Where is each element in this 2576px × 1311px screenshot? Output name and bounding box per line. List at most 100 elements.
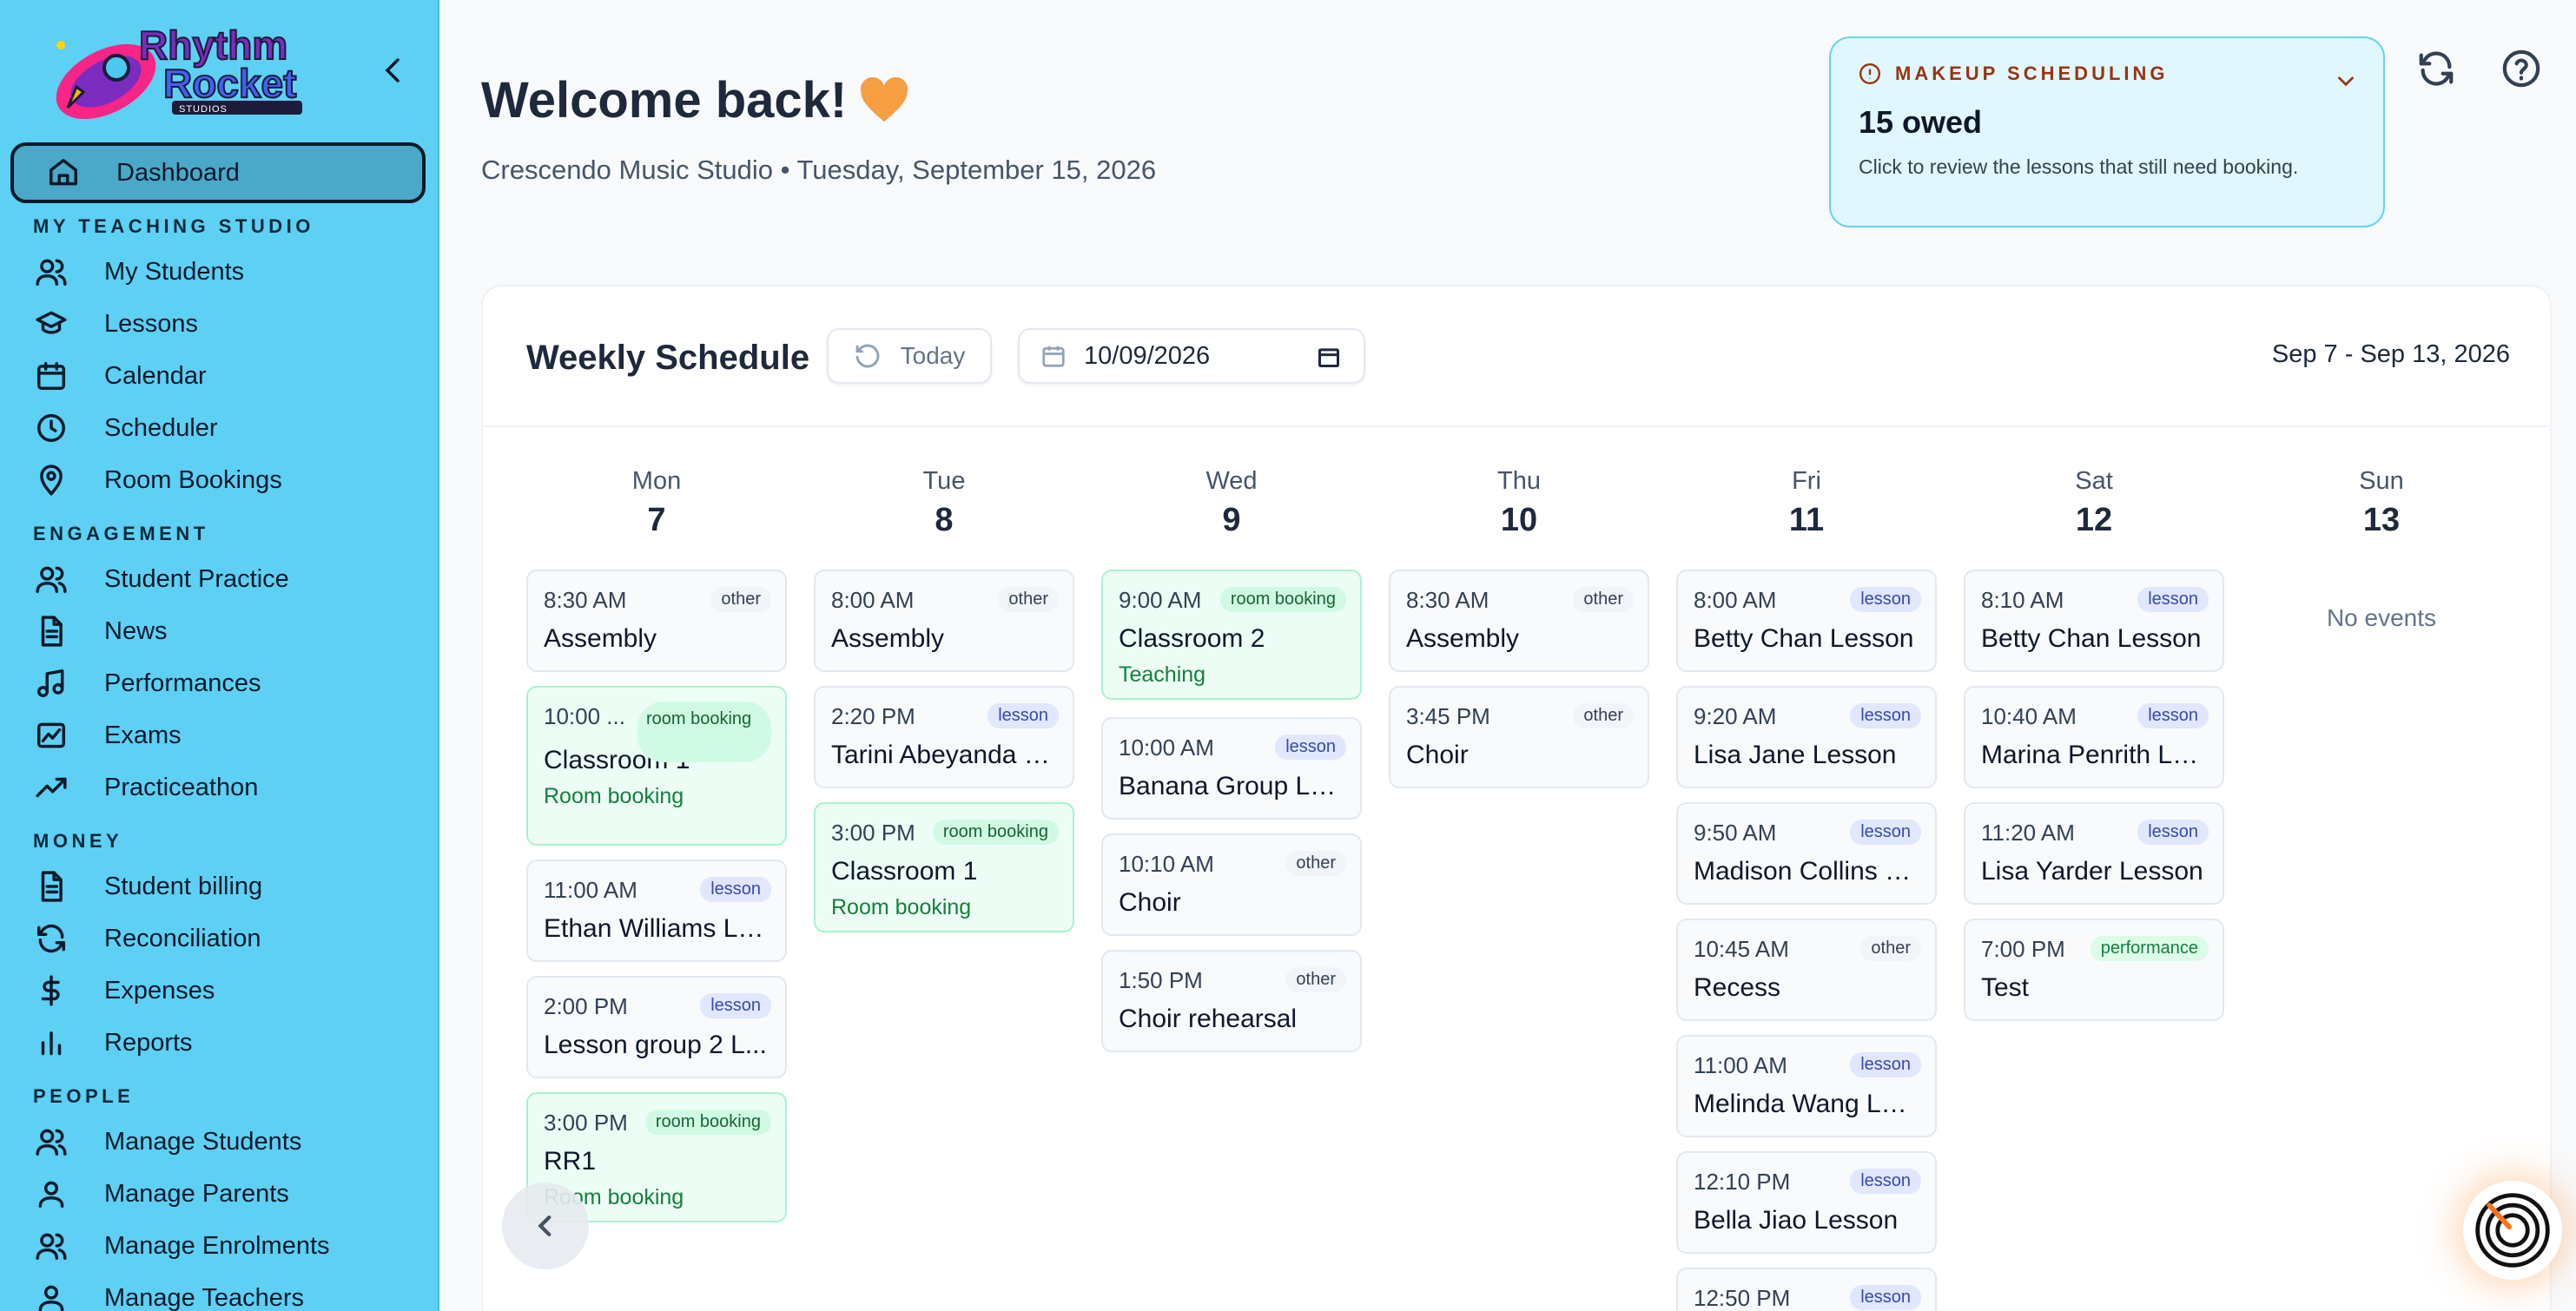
trending-up-icon [35,771,68,804]
event-card[interactable]: 8:30 AM other Assembly [1389,570,1649,672]
sidebar-item-manage-enrolments[interactable]: Manage Enrolments [35,1220,330,1272]
event-card[interactable]: 9:00 AM room booking Classroom 2 Teachin… [1101,570,1362,700]
sidebar-item-news[interactable]: News [35,605,168,657]
sidebar-item-expenses[interactable]: Expenses [35,965,215,1017]
assistant-launcher-button[interactable] [2463,1181,2562,1280]
event-time: 8:30 AM [1406,587,1489,613]
event-card[interactable]: 12:10 PM lesson Bella Jiao Lesson [1676,1151,1937,1254]
event-title: Recess [1694,973,1781,1002]
makeup-heading: MAKEUP SCHEDULING [1859,63,2169,85]
event-card[interactable]: 3:00 PM room booking Classroom 1 Room bo… [814,802,1074,932]
event-card[interactable]: 8:00 AM other Assembly [814,570,1074,672]
event-card[interactable]: 7:00 PM performance Test [1964,919,2224,1021]
graduation-cap-icon [35,307,68,340]
event-card[interactable]: 8:30 AM other Assembly [526,570,787,672]
event-card[interactable]: 10:45 AM other Recess [1676,919,1937,1021]
event-card[interactable]: 9:20 AM lesson Lisa Jane Lesson [1676,686,1937,788]
day-name: Wed [1205,467,1258,495]
event-card[interactable]: 8:10 AM lesson Betty Chan Lesson [1964,570,2224,672]
event-title: RR1 [544,1147,597,1176]
today-label: Today [900,342,966,369]
sidebar-item-dashboard[interactable]: Dashboard [10,142,426,203]
rhythm-rocket-logo[interactable]: Rhythm Rocket STUDIOS [42,17,337,120]
event-title: Classroom 1 [831,857,978,886]
date-picker-icon[interactable] [1317,345,1341,369]
chart-image-icon [35,719,68,752]
makeup-owed-count: 15 owed [1859,104,1983,140]
event-title: Test [1981,973,2030,1002]
sidebar-item-reports[interactable]: Reports [35,1017,193,1069]
help-button[interactable] [2501,49,2541,89]
chevron-left-icon [538,1215,552,1237]
users-icon [35,255,68,288]
event-time: 11:20 AM [1981,820,2075,846]
makeup-scheduling-card[interactable]: MAKEUP SCHEDULING 15 owed Click to revie… [1829,36,2385,227]
event-title: Lesson group 2 L... [544,1031,767,1059]
sidebar-item-label: Performances [104,669,261,697]
sidebar-item-student-billing[interactable]: Student billing [35,860,262,912]
event-card[interactable]: 11:20 AM lesson Lisa Yarder Lesson [1964,802,2224,905]
event-title: Choir rehearsal [1119,1005,1298,1033]
event-card[interactable]: 8:00 AM lesson Betty Chan Lesson [1676,570,1937,672]
scroll-back-button[interactable] [502,1183,589,1269]
event-title: Choir [1119,888,1181,917]
event-card[interactable]: 2:20 PM lesson Tarini Abeyanda L... [814,686,1074,788]
alert-circle-icon [1859,63,1881,85]
event-card[interactable]: 10:00 ... room booking Classroom 1 Room … [526,686,787,846]
event-title: Classroom 2 [1119,624,1265,653]
event-card[interactable]: 3:45 PM other Choir [1389,686,1649,788]
sidebar-item-manage-teachers[interactable]: Manage Teachers [35,1272,304,1311]
welcome-text: Welcome back! [481,72,848,128]
sidebar-item-practiceathon[interactable]: Practiceathon [35,761,258,814]
chevron-down-icon[interactable] [2335,69,2357,92]
event-title: Tarini Abeyanda L... [831,741,1057,769]
event-time: 2:20 PM [831,703,915,729]
sidebar-item-student-practice[interactable]: Student Practice [35,553,289,605]
day-number: 7 [647,502,666,538]
help-circle-icon [2502,49,2540,88]
sidebar-item-room-bookings[interactable]: Room Bookings [35,454,282,506]
collapse-sidebar-button[interactable] [379,54,406,87]
sidebar-item-scheduler[interactable]: Scheduler [35,402,218,454]
sidebar-item-my-students[interactable]: My Students [35,246,244,298]
event-tag: performance [2090,936,2209,961]
music-note-icon [35,667,68,700]
refresh-button[interactable] [2416,49,2456,89]
sidebar-item-reconciliation[interactable]: Reconciliation [35,912,261,965]
event-tag: room booking [932,820,1059,845]
orange-heart-icon [861,76,908,122]
event-card[interactable]: 10:10 AM other Choir [1101,833,1362,936]
sidebar-item-calendar[interactable]: Calendar [35,350,207,402]
sidebar-item-label: Exams [104,721,182,749]
sidebar-item-exams[interactable]: Exams [35,709,182,761]
event-card[interactable]: 2:00 PM lesson Lesson group 2 L... [526,976,787,1078]
sidebar-item-lessons[interactable]: Lessons [35,298,198,350]
event-time: 3:00 PM [544,1110,628,1136]
event-card[interactable]: 1:50 PM other Choir rehearsal [1101,950,1362,1052]
day-column-fri: Fri 11 8:00 AM lesson Betty Chan Lesson … [1676,467,1937,1311]
sidebar-item-performances[interactable]: Performances [35,657,261,709]
today-button[interactable]: Today [827,328,992,384]
event-time: 10:10 AM [1119,851,1214,877]
home-icon [47,156,80,189]
sidebar-item-manage-parents[interactable]: Manage Parents [35,1168,289,1220]
event-tag: room booking [1219,587,1346,612]
event-card[interactable]: 10:40 AM lesson Marina Penrith Le... [1964,686,2224,788]
day-name: Sat [2075,467,2113,495]
event-tag: other [1285,851,1346,876]
event-card[interactable]: 11:00 AM lesson Melinda Wang Les... [1676,1035,1937,1137]
event-card[interactable]: 12:50 PM lesson [1676,1268,1937,1311]
event-time: 10:00 AM [1119,735,1214,761]
week-date-input[interactable]: 10/09/2026 [1018,328,1365,384]
event-title: Assembly [544,624,657,653]
rotate-ccw-icon [855,344,880,368]
event-card[interactable]: 9:50 AM lesson Madison Collins L... [1676,802,1937,905]
event-time: 7:00 PM [1981,936,2065,962]
event-subtitle: Teaching [1119,662,1206,687]
sidebar-item-label: Manage Students [104,1127,302,1156]
day-column-tue: Tue 8 8:00 AM other Assembly 2:20 PM les… [814,467,1074,932]
event-card[interactable]: 10:00 AM lesson Banana Group Le... [1101,717,1362,820]
sidebar-item-manage-students[interactable]: Manage Students [35,1116,301,1168]
event-tag: other [998,587,1059,612]
event-card[interactable]: 11:00 AM lesson Ethan Williams Le... [526,860,787,962]
